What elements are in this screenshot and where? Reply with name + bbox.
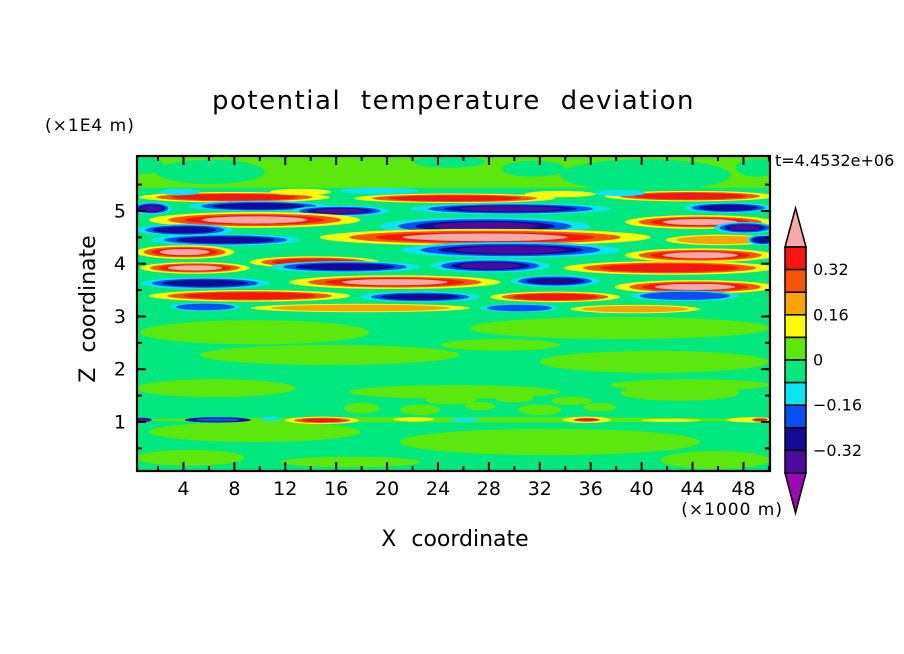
colorbar-label: −0.32 (813, 441, 862, 460)
x-axis-unit: (×1000 m) (681, 500, 783, 520)
plot-title: potential temperature deviation (212, 86, 695, 116)
colorbar: 0.32 0.16 0 −0.16 −0.32 (784, 205, 862, 516)
z-axis-label: Z coordinate (76, 235, 101, 383)
svg-text:28: 28 (477, 478, 501, 500)
contour-field (137, 156, 770, 471)
z-axis-unit: (×1E4 m) (45, 116, 135, 136)
svg-text:36: 36 (579, 478, 603, 500)
colorbar-bottom-arrow (784, 472, 807, 516)
svg-text:12: 12 (273, 478, 297, 500)
svg-text:32: 32 (528, 478, 552, 500)
svg-text:16: 16 (324, 478, 348, 500)
svg-text:4: 4 (177, 478, 189, 500)
svg-text:48: 48 (731, 478, 755, 500)
svg-text:8: 8 (228, 478, 240, 500)
plot-border (135, 154, 772, 473)
svg-text:20: 20 (375, 478, 399, 500)
colorbar-label: 0.32 (813, 260, 849, 279)
colorbar-top-arrow (784, 205, 807, 248)
svg-text:44: 44 (680, 478, 704, 500)
colorbar-label: 0 (813, 351, 823, 370)
x-axis-label: X coordinate (381, 527, 529, 552)
svg-text:3: 3 (114, 306, 126, 328)
colorbar-label: −0.16 (813, 396, 862, 415)
colorbar-label: 0.16 (813, 305, 849, 324)
svg-text:4: 4 (114, 253, 126, 275)
time-label: t=4.4532e+06 (775, 151, 895, 170)
svg-text:24: 24 (426, 478, 450, 500)
svg-text:5: 5 (114, 200, 126, 222)
svg-text:40: 40 (630, 478, 654, 500)
svg-text:1: 1 (114, 411, 126, 433)
svg-text:2: 2 (114, 359, 126, 381)
